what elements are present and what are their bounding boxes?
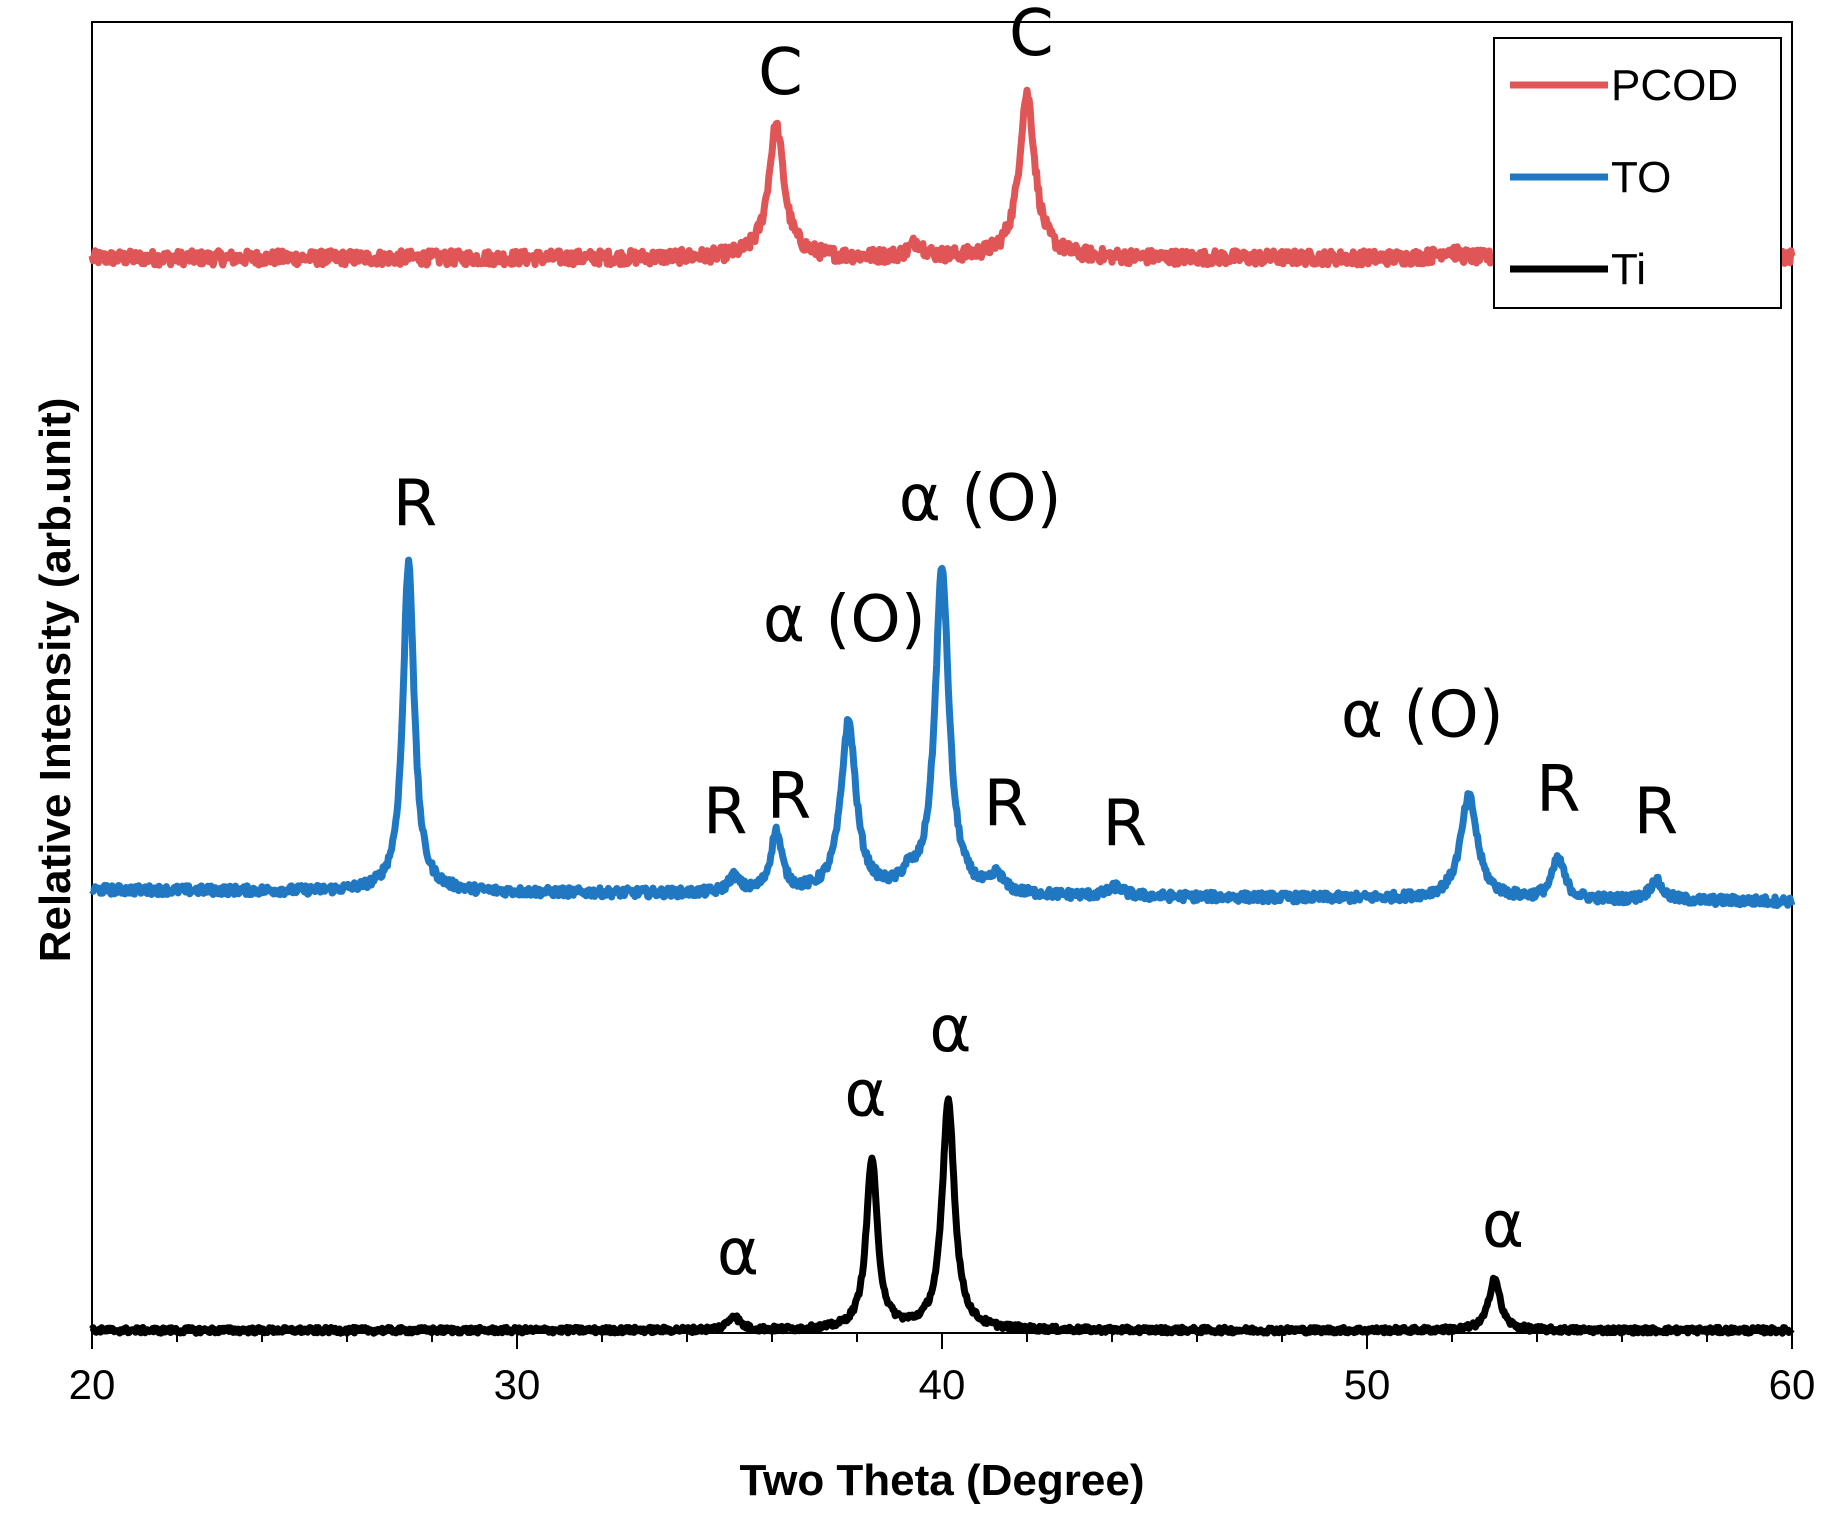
legend-label-pcod: PCOD — [1611, 61, 1738, 110]
series-line-to — [89, 556, 1796, 910]
peak-label: α (O) — [763, 583, 926, 657]
peak-label: R — [703, 776, 747, 850]
x-tick-label: 60 — [1769, 1361, 1816, 1408]
peak-label: R — [767, 760, 811, 834]
legend-label-ti: Ti — [1611, 245, 1646, 294]
x-tick-label: 50 — [1344, 1361, 1391, 1408]
peak-label: R — [1536, 753, 1580, 827]
peak-label: α — [717, 1216, 759, 1290]
peak-label: α (O) — [1341, 679, 1504, 753]
peak-label: α — [1482, 1189, 1524, 1263]
legend: PCOD TO Ti — [1493, 37, 1782, 309]
peak-label: C — [758, 36, 803, 110]
peak-label: α — [844, 1057, 886, 1131]
x-tick-label: 20 — [69, 1361, 116, 1408]
peak-label: R — [393, 467, 437, 541]
x-axis: 20 30 40 50 60 — [69, 1332, 1816, 1408]
x-tick-label: 40 — [919, 1361, 966, 1408]
series-line-ti — [89, 1095, 1795, 1337]
peak-label: C — [1009, 0, 1054, 71]
peak-label: R — [1102, 787, 1146, 861]
peak-label: α (O) — [899, 462, 1062, 536]
y-axis-title: Relative Intensity (arb.unit) — [31, 398, 80, 963]
x-tick-label: 30 — [494, 1361, 541, 1408]
peak-label: R — [1634, 776, 1678, 850]
peak-label: α — [929, 993, 971, 1067]
peak-label: R — [984, 768, 1028, 842]
x-axis-title: Two Theta (Degree) — [739, 1456, 1144, 1505]
legend-label-to: TO — [1611, 153, 1671, 202]
